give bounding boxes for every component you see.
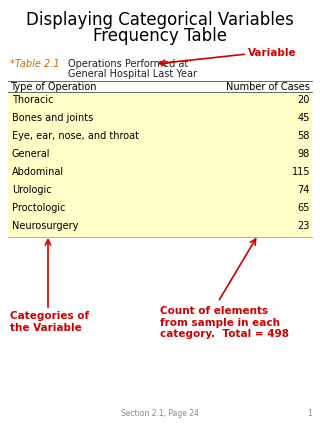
Text: *Table 2.1: *Table 2.1 bbox=[10, 59, 60, 69]
Text: Thoracic: Thoracic bbox=[12, 95, 53, 105]
Text: Frequency Table: Frequency Table bbox=[93, 27, 227, 45]
Text: Urologic: Urologic bbox=[12, 185, 52, 195]
Text: 1: 1 bbox=[307, 409, 312, 418]
Text: 45: 45 bbox=[298, 113, 310, 123]
Bar bbox=[8, 129, 312, 147]
Bar bbox=[8, 111, 312, 129]
Text: 23: 23 bbox=[298, 221, 310, 231]
Text: 58: 58 bbox=[298, 131, 310, 141]
Bar bbox=[8, 165, 312, 183]
Text: Variable: Variable bbox=[248, 48, 297, 58]
Bar bbox=[8, 147, 312, 165]
Bar bbox=[8, 201, 312, 219]
Text: 115: 115 bbox=[292, 167, 310, 177]
Text: Number of Cases: Number of Cases bbox=[226, 82, 310, 92]
Text: Displaying Categorical Variables: Displaying Categorical Variables bbox=[26, 11, 294, 29]
Bar bbox=[8, 219, 312, 237]
Text: Neurosurgery: Neurosurgery bbox=[12, 221, 78, 231]
Text: 20: 20 bbox=[298, 95, 310, 105]
Text: Count of elements
from sample in each
category.  Total = 498: Count of elements from sample in each ca… bbox=[160, 306, 289, 339]
Text: Categories of
the Variable: Categories of the Variable bbox=[10, 311, 89, 333]
Bar bbox=[8, 183, 312, 201]
Text: Bones and joints: Bones and joints bbox=[12, 113, 93, 123]
Text: 74: 74 bbox=[298, 185, 310, 195]
Text: 65: 65 bbox=[298, 203, 310, 213]
Text: Section 2.1, Page 24: Section 2.1, Page 24 bbox=[121, 409, 199, 418]
Text: General Hospital Last Year: General Hospital Last Year bbox=[68, 69, 197, 79]
Text: 98: 98 bbox=[298, 149, 310, 159]
Bar bbox=[8, 93, 312, 111]
Text: Type of Operation: Type of Operation bbox=[10, 82, 97, 92]
Text: Operations Performed at: Operations Performed at bbox=[68, 59, 188, 69]
Text: Proctologic: Proctologic bbox=[12, 203, 66, 213]
Text: Abdominal: Abdominal bbox=[12, 167, 64, 177]
Text: Eye, ear, nose, and throat: Eye, ear, nose, and throat bbox=[12, 131, 139, 141]
Text: General: General bbox=[12, 149, 51, 159]
